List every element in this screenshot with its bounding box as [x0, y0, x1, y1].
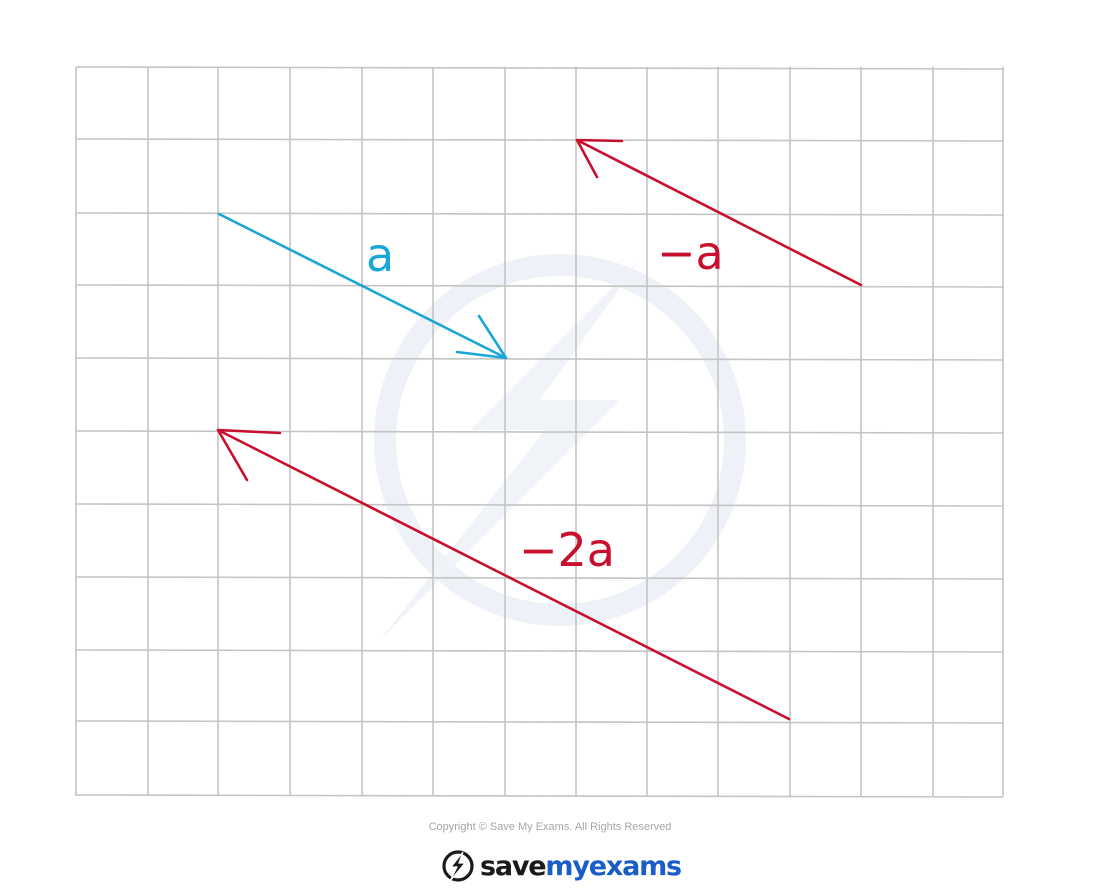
grid-horizontal-line [75, 284, 1004, 288]
grid-horizontal-line [75, 576, 1004, 580]
grid-horizontal-line [75, 794, 1004, 798]
grid-horizontal-line [75, 430, 1004, 434]
vector-minus-a-label: −a [657, 226, 724, 280]
lightning-bolt-logo-icon [442, 850, 474, 882]
grid-horizontal-line [75, 66, 1004, 70]
brand-word-exams: exams [588, 850, 682, 882]
vector-minus-2a: −2a [216, 428, 791, 721]
vector-minus-2a-line [216, 428, 791, 721]
brand-wordmark: savemyexams [480, 850, 682, 882]
vector-a: a [217, 212, 508, 360]
grid-horizontal-line [75, 649, 1004, 653]
vector-minus-2a-label: −2a [519, 523, 615, 577]
vector-minus-a-line [575, 138, 863, 287]
brand-word-save: save [480, 850, 547, 882]
vector-minus-a: −a [575, 138, 863, 287]
brand-logo: savemyexams [440, 846, 682, 886]
grid-horizontal-line [75, 357, 1004, 361]
vector-a-line [217, 212, 508, 360]
vector-a-label: a [366, 228, 394, 282]
grid-horizontal-line [75, 503, 1004, 507]
copyright-notice: Copyright © Save My Exams. All Rights Re… [428, 821, 672, 833]
grid-horizontal-line [75, 720, 1004, 724]
brand-word-my: my [545, 850, 590, 882]
grid-horizontal-line [75, 212, 1004, 216]
grid-horizontal-line [75, 138, 1004, 142]
square-grid [75, 66, 1004, 798]
watermark-logo-icon [374, 254, 746, 640]
